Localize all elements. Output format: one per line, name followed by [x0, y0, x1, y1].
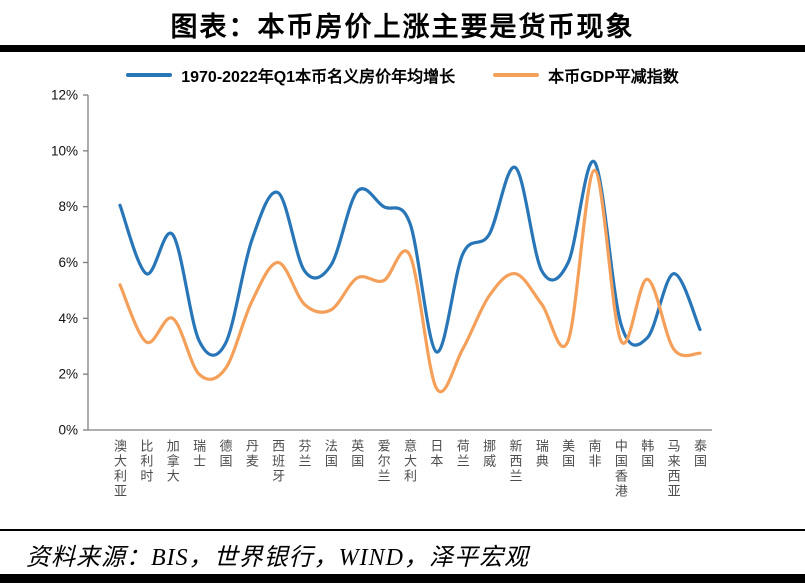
legend-label-house-price: 1970-2022年Q1本币名义房价年均增长 — [181, 69, 456, 86]
x-axis-label: 丹麦 — [243, 439, 259, 469]
x-axis-label: 韩国 — [639, 439, 655, 469]
y-axis-tick-label: 12% — [51, 88, 78, 103]
legend-item-gdp-deflator: 本币GDP平减指数 — [493, 63, 679, 87]
bottom-bar — [0, 574, 805, 583]
chart-legend: 1970-2022年Q1本币名义房价年均增长 本币GDP平减指数 — [0, 63, 805, 87]
series-gdp-deflator-line — [118, 168, 702, 393]
y-axis-tick-label: 10% — [51, 143, 78, 158]
footer-divider-line — [0, 529, 805, 531]
x-axis-label: 澳大利亚 — [112, 439, 127, 499]
x-axis-label: 南非 — [586, 439, 602, 469]
x-axis-label: 美国 — [560, 439, 576, 469]
legend-line-swatch-gdp-deflator — [493, 73, 540, 77]
x-axis-label: 法国 — [322, 439, 338, 469]
x-axis-label: 意大利 — [402, 439, 417, 484]
y-axis-tick-label: 8% — [58, 199, 78, 214]
legend-item-house-price: 1970-2022年Q1本币名义房价年均增长 — [126, 63, 455, 87]
x-axis-label: 爱尔兰 — [375, 439, 391, 484]
x-axis-label: 英国 — [349, 439, 365, 469]
y-axis-tick-label: 2% — [58, 367, 78, 382]
x-axis-label: 日本 — [428, 439, 444, 469]
x-axis-label: 中国香港 — [612, 439, 628, 499]
y-axis-tick-label: 6% — [58, 255, 78, 270]
x-axis-label: 新西兰 — [507, 439, 523, 484]
x-axis-label: 加拿大 — [164, 439, 180, 484]
x-axis-label: 比利时 — [138, 439, 154, 484]
x-axis-label: 芬兰 — [296, 439, 312, 469]
x-axis-label: 马来西亚 — [665, 439, 681, 499]
x-axis-label: 西班牙 — [270, 439, 286, 484]
y-axis-tick-label: 4% — [58, 311, 78, 326]
x-axis-label: 泰国 — [692, 439, 707, 469]
x-axis-label: 德国 — [217, 439, 233, 469]
y-axis-tick-label: 0% — [58, 423, 78, 438]
legend-line-swatch-house-price — [126, 73, 173, 77]
title-divider-bar — [0, 45, 805, 52]
chart-title: 图表：本币房价上涨主要是货币现象 — [170, 12, 635, 42]
x-axis-label: 瑞典 — [533, 439, 549, 469]
x-axis-label: 瑞士 — [191, 439, 207, 469]
x-axis-label: 荷兰 — [454, 439, 470, 469]
x-axis-label: 挪威 — [481, 439, 497, 469]
source-text: 资料来源：BIS，世界银行，WIND，泽平宏观 — [26, 545, 529, 571]
legend-label-gdp-deflator: 本币GDP平减指数 — [548, 69, 679, 86]
